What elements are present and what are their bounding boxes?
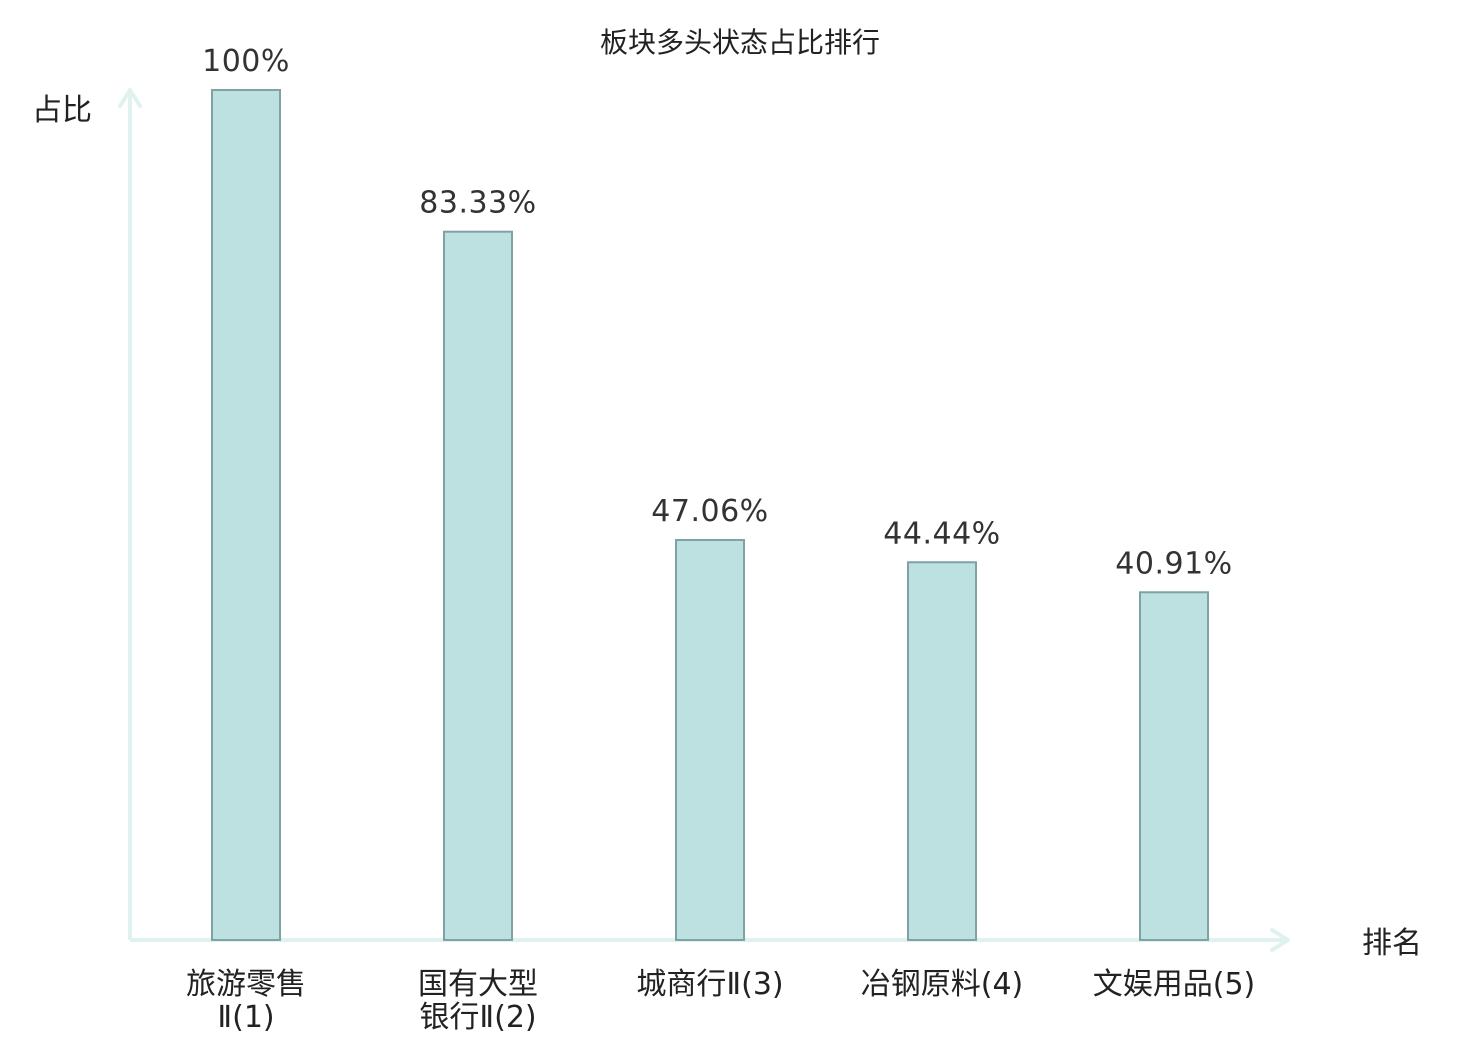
category-label-1-line-1: 旅游零售 [186, 967, 306, 1002]
x-axis-arrow [1270, 928, 1290, 952]
y-axis-arrow [118, 88, 142, 108]
category-label-5: 文娱用品(5) [1093, 967, 1256, 1002]
bar-3 [675, 538, 745, 941]
value-label-2: 83.33% [419, 186, 536, 221]
value-label-3: 47.06% [651, 494, 768, 529]
bar-1 [211, 89, 281, 941]
value-label-1: 100% [202, 44, 290, 79]
bars-group [211, 89, 1209, 941]
bar-2 [443, 230, 513, 941]
chart-title: 板块多头状态占比排行 [600, 26, 880, 59]
y-axis-label: 占比 [32, 93, 92, 128]
value-label-4: 44.44% [883, 516, 1000, 551]
category-label-2-line-1: 国有大型 [418, 967, 538, 1002]
bar-5 [1139, 591, 1209, 941]
bar-4 [907, 561, 977, 941]
category-label-3: 城商行Ⅱ(3) [636, 967, 783, 1002]
category-label-2-line-2: 银行Ⅱ(2) [419, 1000, 536, 1035]
x-axis-label: 排名 [1362, 926, 1422, 961]
category-label-1-line-2: Ⅱ(1) [217, 1000, 274, 1035]
value-labels-group: 100% 83.33% 47.06% 44.44% 40.91% [202, 44, 1232, 581]
category-label-4: 冶钢原料(4) [861, 967, 1024, 1002]
value-label-5: 40.91% [1115, 546, 1232, 581]
